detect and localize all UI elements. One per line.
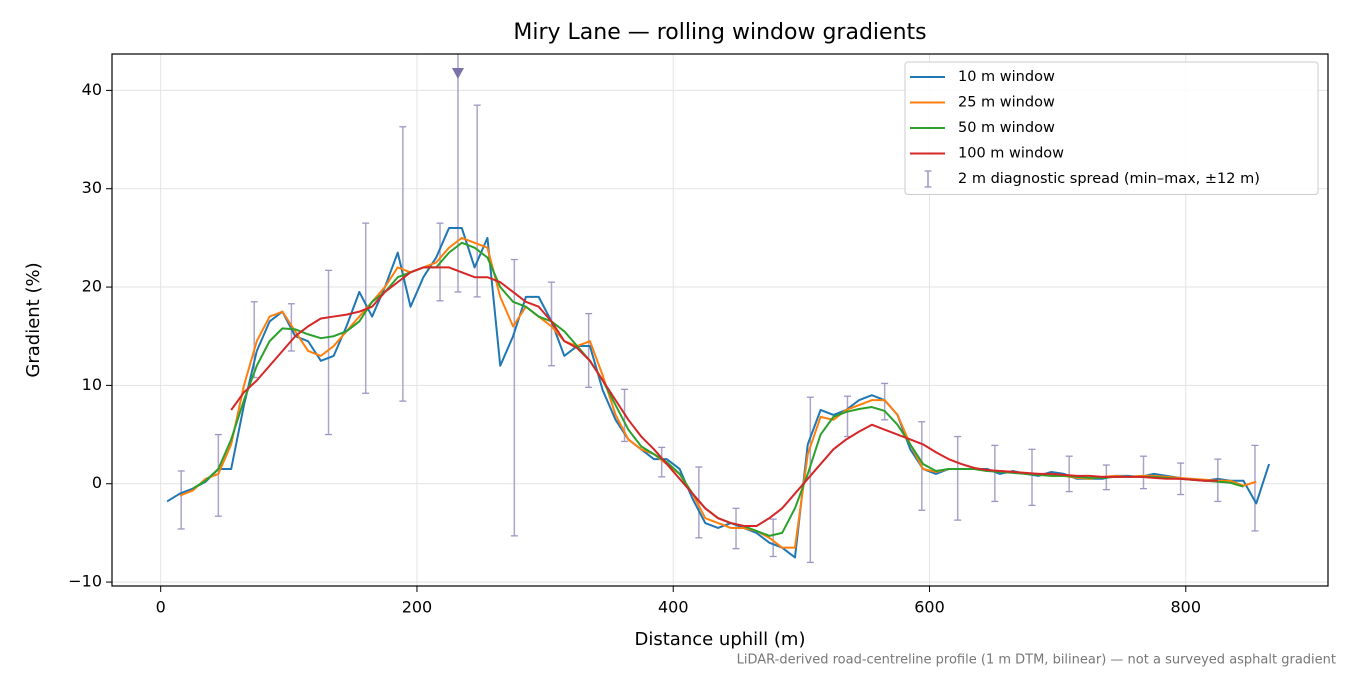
plot-frame: [111, 53, 1329, 587]
x-tick-label: 800: [1170, 598, 1201, 617]
footnote: LiDAR-derived road-centreline profile (1…: [737, 653, 1336, 668]
y-axis-label: Gradient (%): [23, 262, 44, 377]
legend-label: 25 m window: [958, 95, 1055, 111]
plot-area: [166, 54, 1271, 564]
x-axis-label: Distance uphill (m): [635, 629, 806, 650]
legend: 10 m window 25 m window 50 m window 100 m w…: [904, 61, 1319, 195]
y-tick-label: 0: [92, 473, 102, 492]
x-tick-label: 200: [402, 598, 433, 617]
y-tick-label: 40: [82, 80, 102, 99]
x-tick-label: 600: [914, 598, 945, 617]
chart-title: Miry Lane — rolling window gradients: [513, 20, 926, 45]
x-tick-label: 400: [658, 598, 689, 617]
x-tick-label: 0: [156, 598, 166, 617]
legend-label: 50 m window: [958, 120, 1055, 136]
series-line: [230, 266, 1218, 528]
legend-label: 2 m diagnostic spread (min–max, ±12 m): [958, 171, 1260, 187]
legend-box: [904, 61, 1319, 195]
y-tick-label: 10: [82, 375, 102, 394]
y-tick-label: 30: [82, 178, 102, 197]
legend-label: 100 m window: [958, 146, 1064, 162]
clip-marker: [451, 68, 464, 79]
y-tick-label: −10: [68, 572, 102, 591]
y-tick-label: 20: [82, 277, 102, 296]
legend-label: 10 m window: [958, 69, 1055, 85]
axes: 0 200 400 600 800 −10 0 10 20 30 40: [68, 80, 1201, 617]
